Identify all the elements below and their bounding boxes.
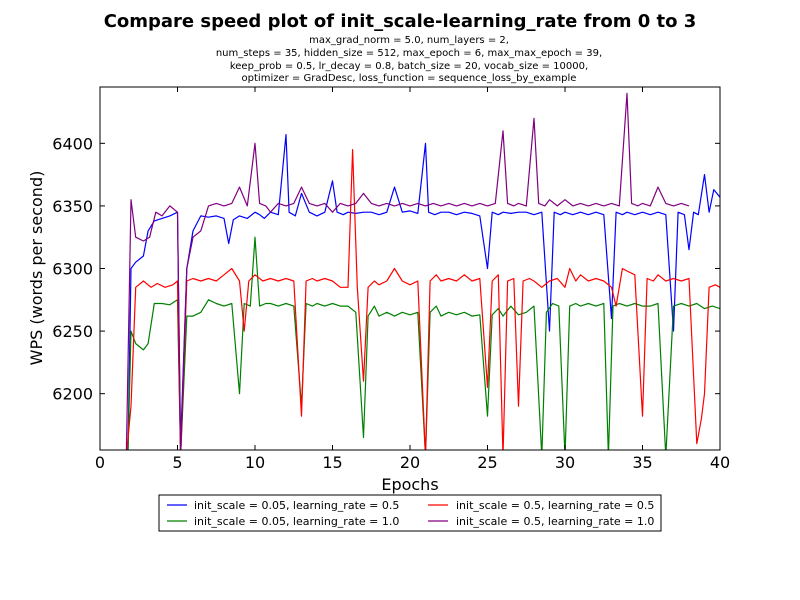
plot-frame — [99, 86, 721, 451]
series-line-2 — [126, 149, 720, 450]
chart-title: Compare speed plot of init_scale-learnin… — [104, 11, 697, 32]
legend-entry: init_scale = 0.5, learning_rate = 0.5 — [456, 499, 654, 512]
y-axis-label: WPS (words per second) — [27, 171, 46, 366]
y-tick-label: 6200 — [52, 385, 93, 404]
x-tick-label: 35 — [632, 453, 652, 472]
chart-subtitle-line: keep_prob = 0.5, lr_decay = 0.8, batch_s… — [230, 61, 588, 72]
y-tick-label: 6250 — [52, 322, 93, 341]
x-tick-label: 30 — [555, 453, 575, 472]
series-line-0 — [127, 134, 720, 450]
legend-frame — [158, 494, 662, 532]
y-tick-label: 6300 — [52, 260, 93, 279]
x-tick-label: 25 — [477, 453, 497, 472]
x-axis-label: Epochs — [381, 475, 438, 494]
legend-entry: init_scale = 0.5, learning_rate = 1.0 — [456, 515, 654, 528]
series-line-3 — [125, 92, 690, 450]
legend-entry: init_scale = 0.05, learning_rate = 0.5 — [194, 499, 399, 512]
x-tick-label: 5 — [172, 453, 182, 472]
chart-subtitle-line: num_steps = 35, hidden_size = 512, max_e… — [216, 48, 602, 59]
chart-subtitle-line: max_grad_norm = 5.0, num_layers = 2, — [309, 35, 509, 46]
x-tick-label: 20 — [400, 453, 420, 472]
x-tick-label: 40 — [710, 453, 730, 472]
x-tick-label: 10 — [245, 453, 265, 472]
x-tick-label: 15 — [322, 453, 342, 472]
legend-entry: init_scale = 0.05, learning_rate = 1.0 — [194, 515, 399, 528]
series-line-1 — [127, 236, 720, 450]
chart-subtitle-line: optimizer = GradDesc, loss_function = se… — [242, 73, 577, 84]
y-tick-label: 6400 — [52, 134, 93, 153]
x-tick-label: 0 — [95, 453, 105, 472]
legend: init_scale = 0.05, learning_rate = 0.5 i… — [158, 494, 662, 532]
y-tick-label: 6350 — [52, 197, 93, 216]
